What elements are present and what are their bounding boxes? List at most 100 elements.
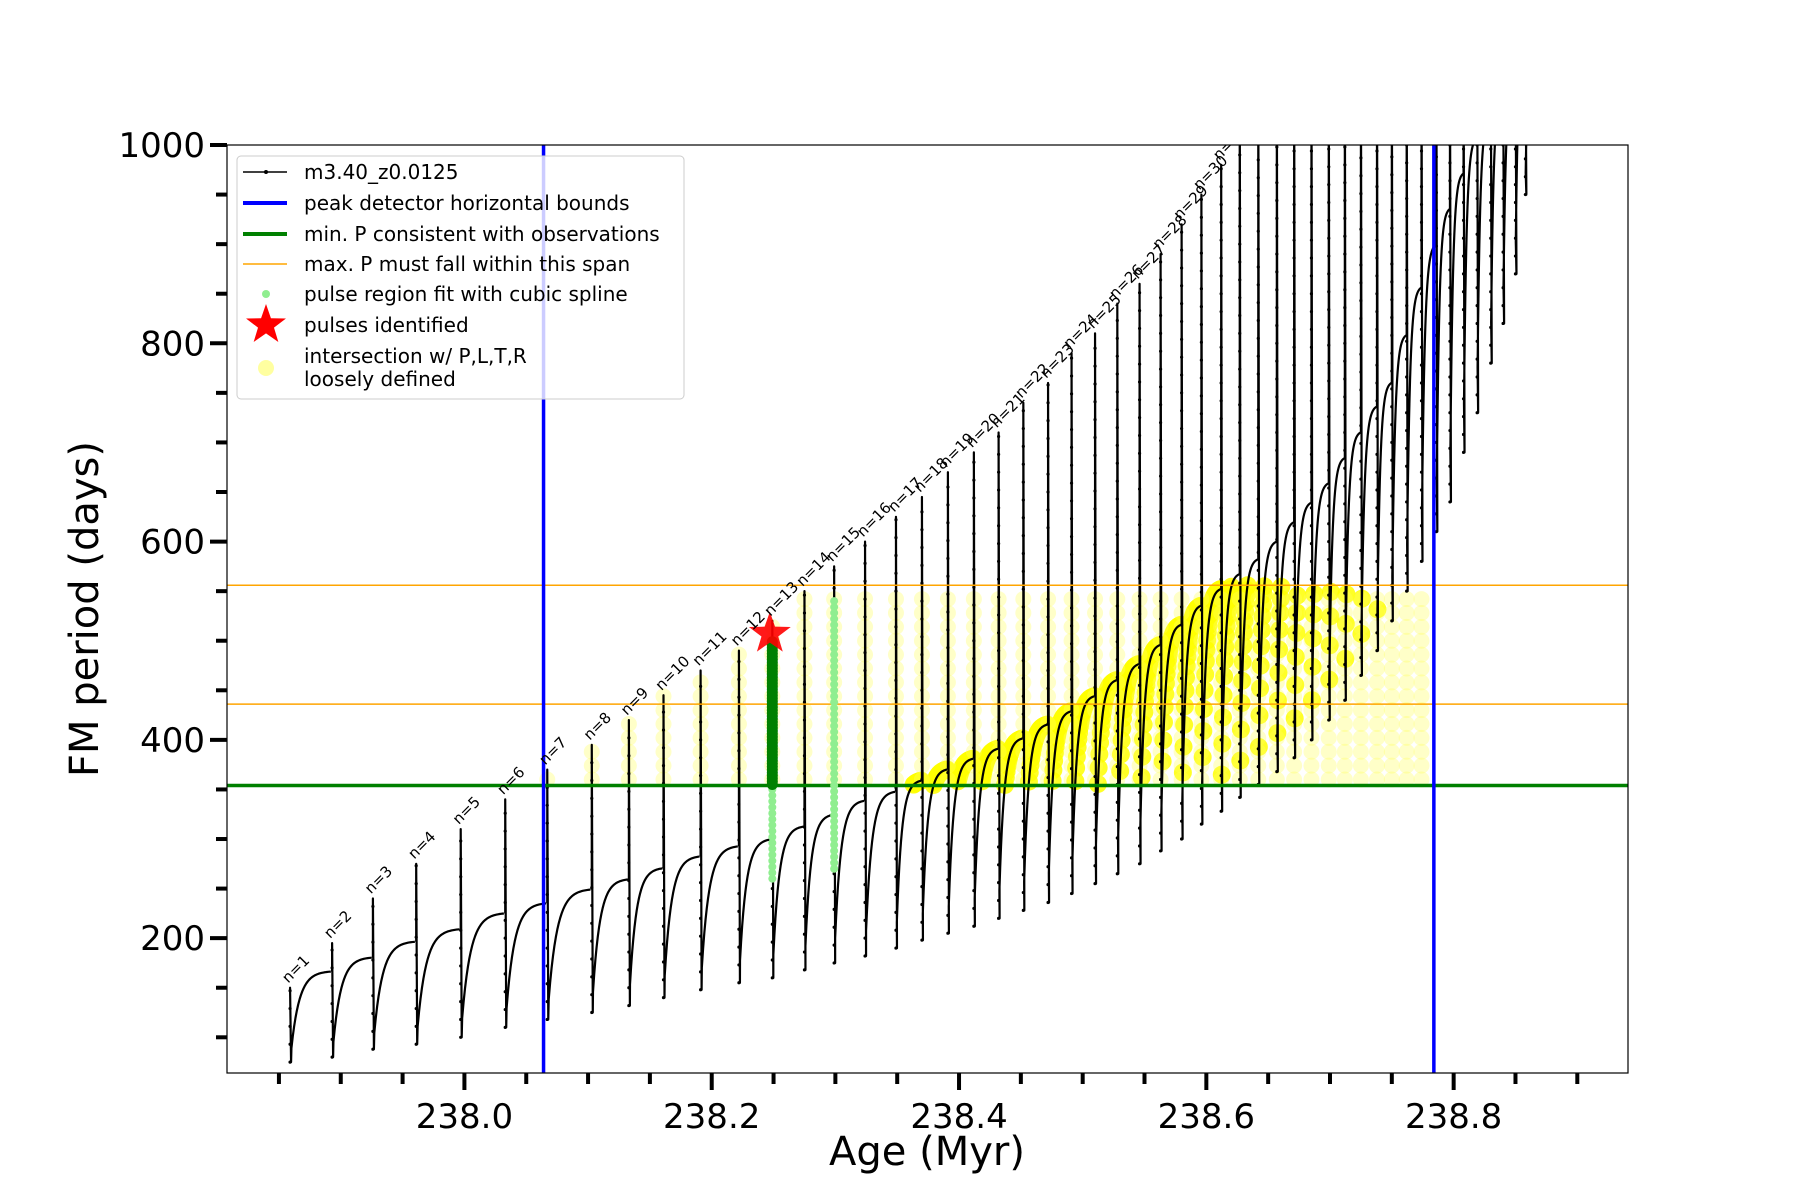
intersection-marker [1413,646,1430,663]
series-point [1115,372,1119,376]
intersection-marker [1398,632,1415,649]
series-point [920,581,924,585]
series-point [1137,416,1142,420]
intersection-marker [1398,702,1415,719]
series-point [1021,426,1025,431]
series-point [414,953,418,957]
spline-fit-point [830,603,839,612]
intersection-marker [1413,604,1430,621]
series-point [1405,571,1409,575]
series-point [1238,742,1242,746]
series-point [1375,309,1379,314]
series-point [1275,591,1279,595]
series-point [1046,668,1050,673]
series-point [1375,256,1379,260]
series-point [1275,769,1279,774]
spline-fit-point [830,852,839,861]
series-point [627,825,631,829]
series-point [1405,304,1409,308]
series-point [590,850,594,854]
series-point [920,920,924,924]
spline-fit-point [830,799,839,808]
series-point [920,670,924,675]
series-point [1390,190,1394,195]
series-point [1327,468,1331,472]
spline-fit-point [830,721,839,730]
series-point [1137,648,1142,652]
series-point [1448,500,1452,504]
series-point [1292,488,1296,492]
series-point [1489,183,1493,187]
series-point [1292,292,1296,296]
series-point [371,976,375,980]
series-point [920,510,924,514]
series-point [1461,254,1466,258]
series-point [459,875,463,879]
series-point [1489,325,1493,330]
series-point [1448,357,1452,361]
series-point [997,827,1001,831]
series-point [1021,498,1025,502]
series-point [1292,220,1296,224]
series-point [894,928,898,932]
intersection-marker [1413,674,1430,691]
series-point [1343,430,1347,435]
series-point [698,916,703,920]
intersection-marker [1368,771,1385,788]
series-point [1046,829,1050,833]
series-point [1461,272,1466,276]
series-point [802,629,807,633]
series-point [1069,856,1074,860]
series-point [1093,400,1097,404]
series-point [1069,838,1074,842]
series-point [1256,354,1260,358]
series-point [1069,392,1074,396]
series-point [920,724,924,728]
series-point [1158,385,1163,389]
series-point [1489,272,1493,276]
series-point [1419,185,1424,189]
series-point [972,692,976,696]
series-point [1275,716,1279,720]
series-point [1069,695,1074,699]
y-tick-label: 400 [140,721,205,761]
series-point [1238,385,1242,389]
series-point [698,773,703,778]
series-point [590,868,594,872]
series-point [1419,470,1424,474]
series-point [972,746,976,750]
series-point [1158,545,1163,550]
series-point [545,1017,549,1022]
series-point [1419,238,1424,242]
series-point [698,845,703,849]
series-point [737,659,741,664]
series-point [1448,393,1452,397]
series-point [1275,680,1279,684]
series-point [414,864,418,868]
series-point [1256,675,1260,680]
series-point [1461,361,1466,365]
series-point [972,835,976,839]
series-point [1115,515,1119,519]
series-point [802,843,807,847]
series-point [1256,657,1260,662]
series-point [832,586,836,590]
series-point [1199,608,1203,612]
series-point [1309,452,1314,456]
series-point [972,710,976,714]
series-point [1158,849,1163,853]
series-point [1046,633,1050,637]
series-point [1327,557,1331,562]
series-point [1180,480,1184,484]
series-point [1448,339,1452,343]
series-point [1180,266,1184,270]
series-point [1292,345,1296,349]
spline-fit-point [768,827,777,836]
series-point [802,754,807,758]
series-point [1021,444,1025,449]
series-point [1343,341,1347,345]
series-point [1343,591,1347,595]
spline-fit-point [768,797,777,806]
series-point [1256,193,1260,198]
series-point [1093,810,1097,814]
